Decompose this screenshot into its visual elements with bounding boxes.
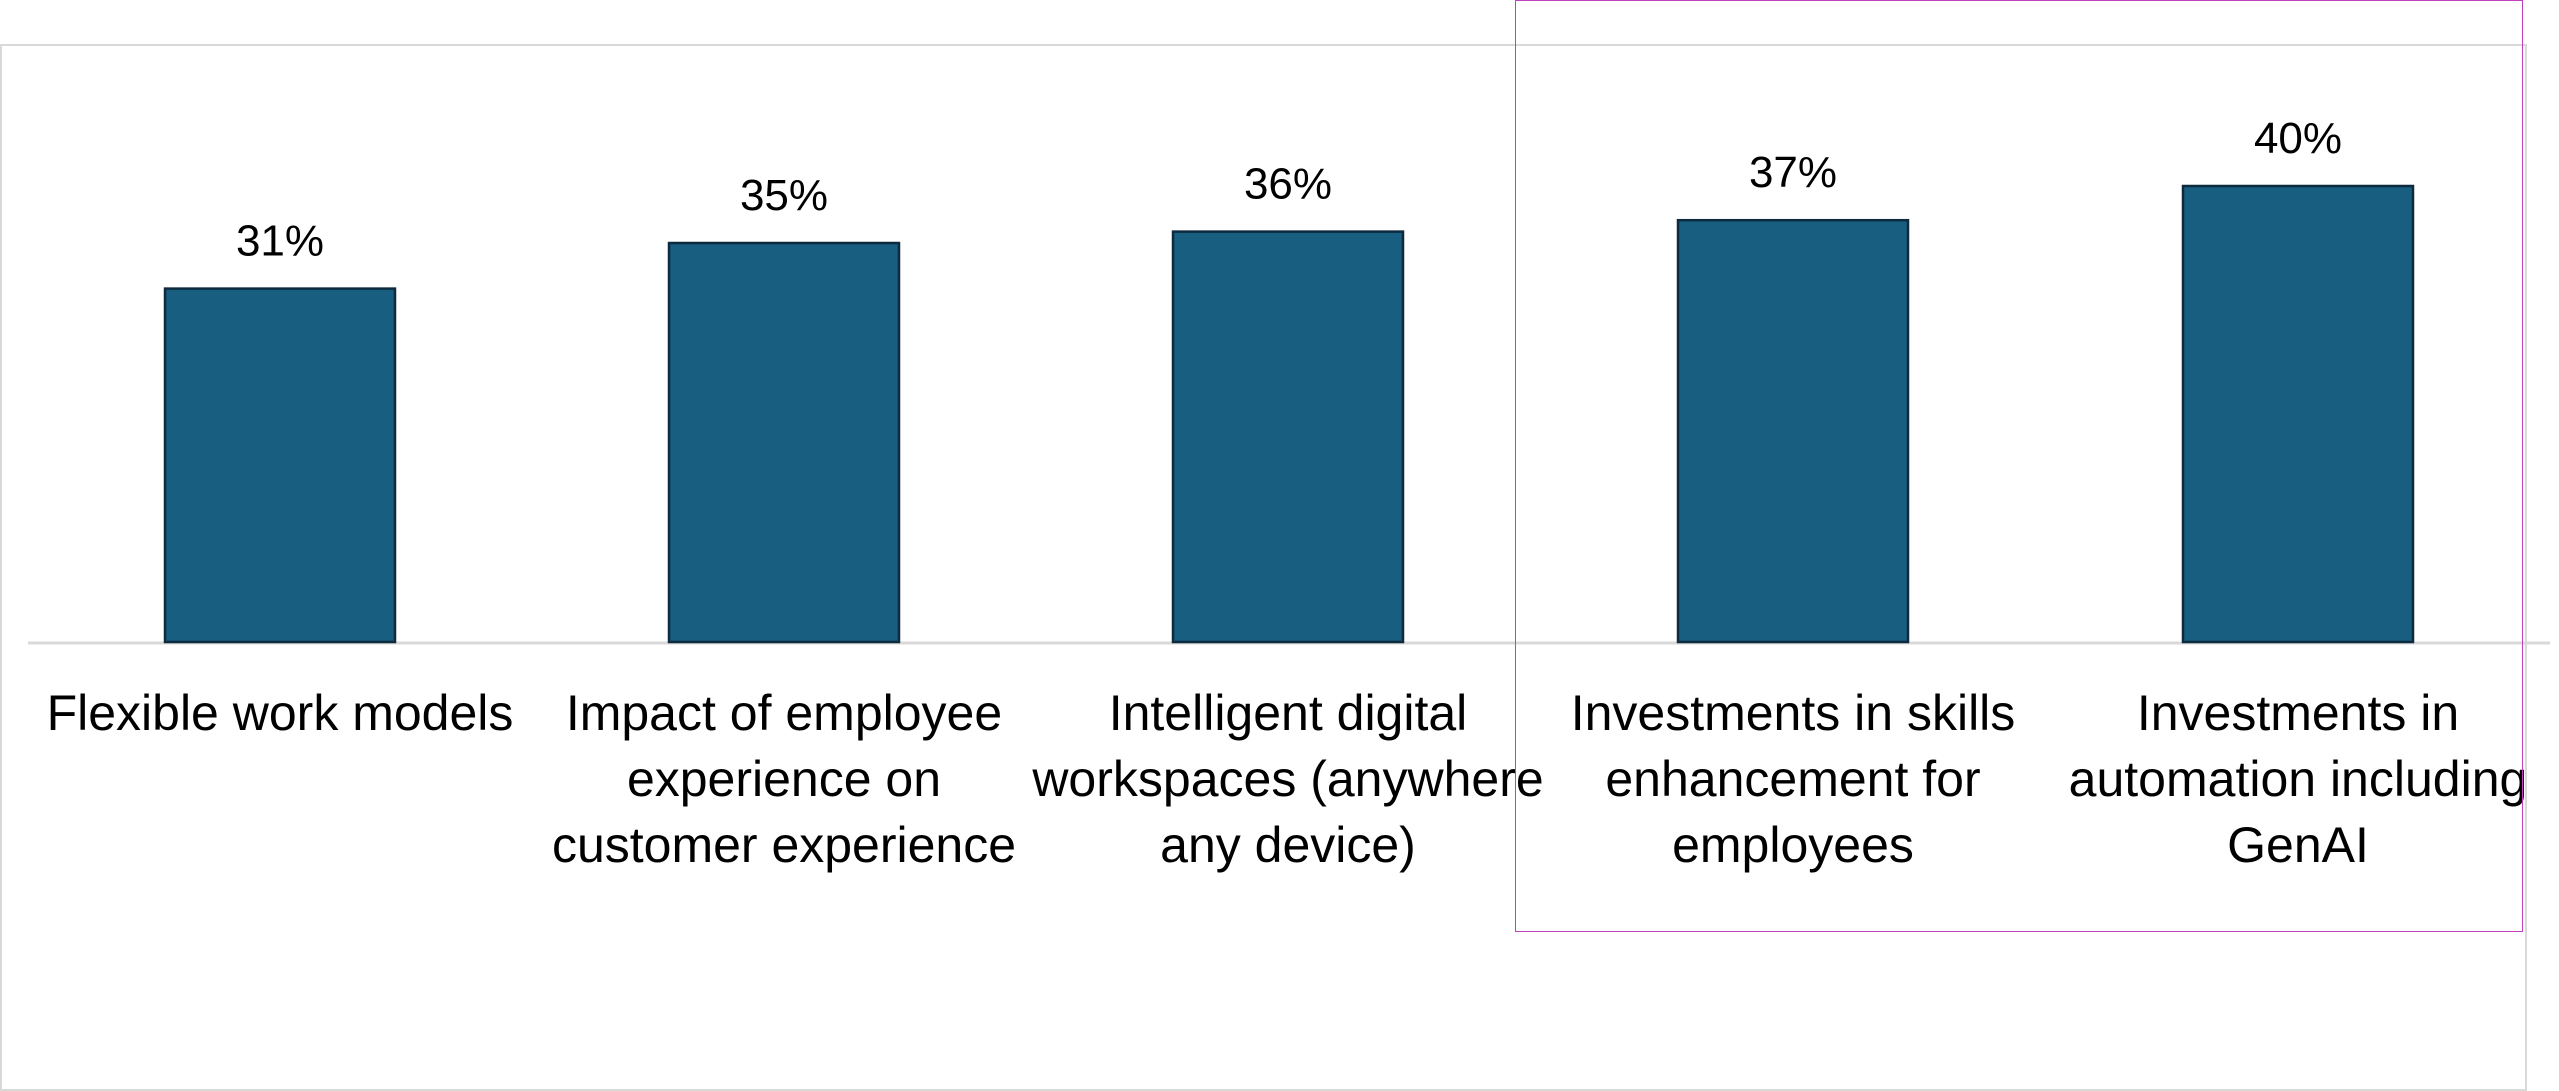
category-label: Investments in automation including GenA… (2068, 685, 2528, 873)
data-label: 37% (1749, 148, 1837, 197)
category-label: Investments in skills enhancement for em… (1570, 685, 2016, 873)
bar (1676, 218, 1910, 644)
highlight-box (1515, 0, 2523, 932)
category-label: Intelligent digital workspaces (anywhere… (1032, 685, 1544, 873)
category-label: Impact of employee experience on custome… (551, 685, 1017, 873)
bar (163, 287, 397, 644)
data-label: 36% (1244, 160, 1332, 209)
data-label: 31% (236, 217, 324, 266)
bar (667, 241, 901, 644)
bar (2181, 184, 2415, 644)
chart-frame (0, 44, 2527, 1091)
category-label: Flexible work models (46, 685, 514, 741)
bar (1171, 230, 1405, 644)
data-label: 40% (2254, 114, 2342, 163)
data-label: 35% (740, 171, 828, 220)
